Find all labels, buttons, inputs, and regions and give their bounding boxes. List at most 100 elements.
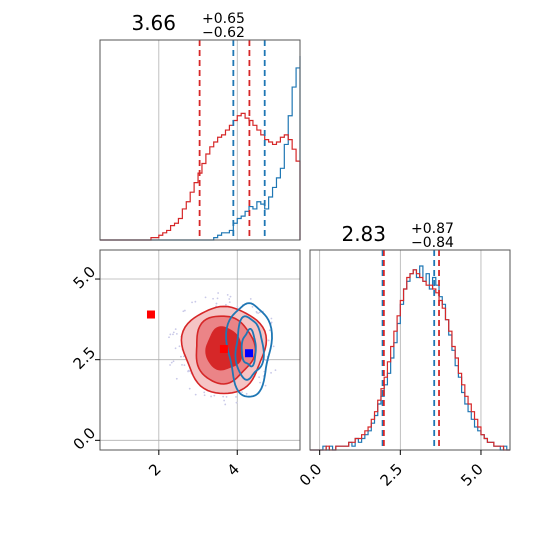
scatter-point bbox=[222, 395, 225, 398]
scatter-point bbox=[264, 359, 267, 362]
scatter-point bbox=[175, 377, 178, 380]
scatter-point bbox=[224, 403, 227, 406]
scatter-point bbox=[210, 395, 212, 398]
scatter-point bbox=[270, 371, 272, 374]
scatter-point bbox=[235, 396, 237, 398]
scatter-point bbox=[249, 298, 252, 300]
axes-frame-top bbox=[99, 39, 301, 241]
title-plus-y: +0.87 bbox=[411, 221, 454, 237]
title-minus-y: −0.84 bbox=[411, 235, 454, 251]
scatter-point bbox=[215, 302, 218, 305]
scatter-point bbox=[225, 396, 228, 398]
histogram-red bbox=[100, 112, 301, 241]
scatter-point bbox=[169, 364, 171, 366]
histogram-blue bbox=[310, 265, 510, 451]
marker-square bbox=[219, 345, 228, 354]
y-ticks-joint: 0.0 2.5 5.0 bbox=[70, 263, 100, 454]
axes-frame-right bbox=[309, 249, 511, 451]
scatter-point bbox=[181, 363, 183, 366]
scatter-point bbox=[187, 370, 189, 373]
x-tick-label: 5.0 bbox=[457, 460, 487, 490]
scatter-point bbox=[216, 297, 219, 300]
scatter-point bbox=[268, 329, 271, 332]
scatter-point bbox=[168, 336, 170, 339]
scatter-point bbox=[270, 317, 273, 320]
grid-right bbox=[319, 250, 482, 450]
scatter-point bbox=[241, 391, 243, 394]
blue-contour-level bbox=[240, 328, 257, 368]
scatter-point bbox=[258, 311, 261, 314]
marginal-histogram-y: 2.83 +0.87 −0.84 0.0 2.5 5.0 bbox=[296, 221, 511, 490]
scatter-point bbox=[259, 381, 261, 384]
scatter-point bbox=[172, 333, 174, 336]
y-tick-label: 2.5 bbox=[70, 343, 100, 373]
scatter-point bbox=[251, 305, 254, 308]
scatter-point bbox=[178, 345, 181, 348]
x-tick-label: 2 bbox=[145, 460, 164, 479]
scatter-point bbox=[228, 301, 231, 304]
scatter-point bbox=[194, 300, 197, 303]
marker-square bbox=[245, 349, 254, 358]
x-tick-label: 2.5 bbox=[377, 460, 407, 490]
scatter-point bbox=[229, 295, 232, 298]
scatter-point bbox=[212, 297, 214, 300]
scatter-point bbox=[257, 312, 260, 315]
scatter-point bbox=[170, 361, 173, 364]
scatter-point bbox=[235, 401, 238, 404]
axes-frame-joint bbox=[99, 249, 301, 451]
x-tick-label: 0.0 bbox=[296, 460, 326, 490]
quantile-lines-top bbox=[198, 40, 266, 240]
scatter-point bbox=[255, 311, 258, 314]
scatter-point bbox=[213, 394, 216, 397]
marker-square bbox=[146, 310, 155, 319]
scatter-point bbox=[174, 328, 177, 331]
scatter-point bbox=[172, 331, 175, 334]
scatter-point bbox=[188, 387, 191, 390]
scatter-point bbox=[175, 333, 178, 335]
title-value-x: 3.66 bbox=[131, 11, 176, 35]
scatter-point bbox=[204, 296, 207, 299]
title-minus-x: −0.62 bbox=[202, 25, 245, 41]
histogram-red bbox=[310, 269, 510, 451]
x-tick-label: 4 bbox=[224, 460, 243, 479]
title-plus-x: +0.65 bbox=[202, 11, 245, 27]
x-ticks-right: 0.0 2.5 5.0 bbox=[296, 450, 487, 490]
scatter-point bbox=[203, 391, 206, 394]
scatter-point bbox=[272, 345, 275, 348]
scatter-point bbox=[258, 376, 261, 379]
scatter-point bbox=[223, 399, 226, 402]
scatter-point bbox=[225, 303, 227, 306]
scatter-point bbox=[274, 369, 277, 372]
marginal-histogram-x: 3.66 +0.65 −0.62 bbox=[99, 11, 301, 241]
scatter-point bbox=[264, 384, 267, 387]
quantile-lines-right bbox=[381, 250, 440, 450]
scatter-point bbox=[194, 393, 197, 396]
y-tick-label: 5.0 bbox=[70, 263, 100, 293]
scatter-point bbox=[191, 301, 193, 304]
markers bbox=[146, 310, 254, 358]
scatter-point bbox=[183, 309, 186, 312]
scatter-point bbox=[270, 321, 273, 324]
y-tick-label: 0.0 bbox=[70, 424, 100, 454]
blue-contour-level bbox=[234, 315, 265, 381]
scatter-point bbox=[183, 364, 186, 367]
scatter-point bbox=[169, 333, 172, 336]
scatter-point bbox=[217, 292, 220, 294]
scatter-point bbox=[174, 347, 177, 350]
grid-x-top bbox=[158, 40, 238, 240]
scatter-point bbox=[245, 392, 248, 395]
scatter-point bbox=[182, 310, 185, 313]
scatter-point bbox=[172, 360, 175, 363]
scatter-point bbox=[203, 394, 206, 397]
scatter-point bbox=[226, 293, 229, 296]
title-value-y: 2.83 bbox=[341, 222, 386, 246]
histogram-series-right bbox=[310, 265, 510, 451]
scatter-point bbox=[180, 355, 182, 358]
scatter-point bbox=[236, 305, 239, 308]
scatter-point bbox=[267, 339, 270, 342]
scatter-point bbox=[182, 355, 185, 358]
scatter-point bbox=[228, 298, 231, 300]
